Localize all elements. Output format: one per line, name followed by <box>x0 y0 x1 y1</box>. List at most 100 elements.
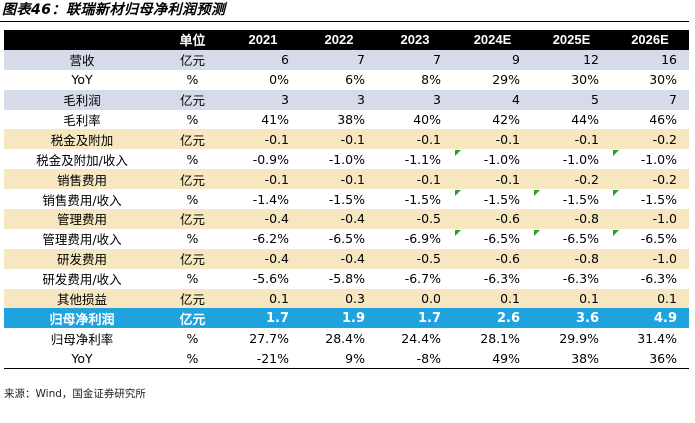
value-text: 6% <box>345 72 365 88</box>
value-cell: -6.5% <box>532 228 611 249</box>
value-text: -0.1 <box>264 131 289 147</box>
value-cell: -1.0% <box>532 149 611 170</box>
value-text: 29% <box>492 72 520 88</box>
value-text: -6.5% <box>640 231 677 247</box>
value-text: -1.1% <box>404 151 441 167</box>
value-text: -0.5 <box>416 251 441 267</box>
value-text: 4 <box>512 92 520 108</box>
row-label: 归母净利率 <box>4 328 160 349</box>
value-text: -6.5% <box>328 231 365 247</box>
value-text: -0.5 <box>416 211 441 227</box>
comment-marker-icon <box>613 229 619 236</box>
value-cell: -0.1 <box>225 129 301 150</box>
value-text: 6 <box>281 52 289 68</box>
table-row: 管理费用/收入% -6.2% -6.5% -6.9% -6.5% -6.5% -6.5% <box>4 228 689 249</box>
row-unit: 亿元 <box>160 169 225 190</box>
value-text: 1.7 <box>417 310 441 326</box>
row-label: 归母净利润 <box>4 308 160 329</box>
value-text: -0.4 <box>340 211 365 227</box>
value-cell: 3 <box>225 89 301 110</box>
value-text: -6.3% <box>562 271 599 287</box>
header-cell: 2025E <box>532 30 611 50</box>
figure-title: 图表46：联瑞新材归母净利润预测 <box>2 2 226 18</box>
value-cell: 4 <box>453 89 532 110</box>
value-text: 30% <box>649 72 677 88</box>
value-text: -0.4 <box>340 251 365 267</box>
value-cell: -0.1 <box>301 129 377 150</box>
value-text: 2.6 <box>496 310 520 326</box>
row-unit: % <box>160 189 225 210</box>
table-row: 研发费用/收入% -5.6% -5.8% -6.7% -6.3% -6.3% -6.3% <box>4 268 689 289</box>
table-row: 归母净利润 亿元 1.7 1.9 1.7 2.6 3.6 4.9 <box>4 308 689 329</box>
table-row: 税金及附加/收入% -0.9% -1.0% -1.1% -1.0% -1.0% -1.0% <box>4 149 689 170</box>
value-text: -1.0% <box>483 151 520 167</box>
value-cell: -6.2% <box>225 228 301 249</box>
value-cell: -1.1% <box>377 149 453 170</box>
header-cell: 2023 <box>377 30 453 50</box>
row-label: 毛利率 <box>4 109 160 130</box>
comment-marker-icon <box>455 190 461 197</box>
value-text: 44% <box>571 112 599 127</box>
row-unit: % <box>160 228 225 249</box>
value-text: -0.8 <box>574 251 599 267</box>
value-cell: 7 <box>611 89 689 110</box>
value-text: -0.1 <box>340 131 365 147</box>
value-cell: 3 <box>377 89 453 110</box>
value-cell: 2.6 <box>453 308 532 329</box>
value-cell: -5.8% <box>301 268 377 289</box>
value-text: 0.1 <box>269 291 289 307</box>
value-cell: 46% <box>611 109 689 130</box>
comment-marker-icon <box>613 150 619 157</box>
value-cell: -0.2 <box>611 169 689 190</box>
value-text: -6.2% <box>252 231 289 247</box>
value-cell: -0.6 <box>453 209 532 229</box>
table-row: 销售费用/收入% -1.4% -1.5% -1.5% -1.5% -1.5% -1.5% <box>4 189 689 210</box>
value-cell: -1.5% <box>611 189 689 210</box>
forecast-table: 单位 2021 2022 2023 2024E 2025E 2026E 营收 亿元… <box>4 30 689 370</box>
value-cell: -1.5% <box>453 189 532 210</box>
header-cell: 单位 <box>160 30 225 50</box>
value-text: 3 <box>281 92 289 108</box>
value-cell: 7 <box>377 49 453 70</box>
value-text: -6.5% <box>483 231 520 247</box>
row-unit: % <box>160 328 225 349</box>
value-text: -1.0% <box>328 151 365 167</box>
value-cell: -1.5% <box>377 189 453 210</box>
value-text: 40% <box>413 112 441 127</box>
row-unit: % <box>160 69 225 90</box>
row-unit: 亿元 <box>160 129 225 150</box>
value-text: -1.4% <box>252 191 289 207</box>
title-divider <box>0 21 689 22</box>
value-cell: 3 <box>301 89 377 110</box>
value-cell: 24.4% <box>377 328 453 349</box>
table-header-row: 单位 2021 2022 2023 2024E 2025E 2026E <box>4 30 689 50</box>
value-text: 7 <box>357 52 365 68</box>
value-text: -0.2 <box>652 171 677 187</box>
value-cell: -0.5 <box>377 248 453 269</box>
value-cell: 9 <box>453 49 532 70</box>
table-row: 税金及附加 亿元 -0.1 -0.1 -0.1 -0.1 -0.1 -0.2 <box>4 129 689 150</box>
value-text: -1.5% <box>640 191 677 207</box>
value-cell: -0.1 <box>377 129 453 150</box>
value-cell: 16 <box>611 49 689 70</box>
value-cell: 38% <box>301 109 377 130</box>
value-text: -0.1 <box>416 171 441 187</box>
value-text: 0.0 <box>421 291 441 307</box>
value-text: 7 <box>669 92 677 108</box>
value-cell: 0.1 <box>611 288 689 309</box>
comment-marker-icon <box>534 229 540 236</box>
value-text: -0.6 <box>495 251 520 267</box>
table-row: YoY% -21% 9% -8% 49% 38% 36% <box>4 348 689 370</box>
value-text: -0.1 <box>495 131 520 147</box>
value-cell: -6.3% <box>453 268 532 289</box>
value-text: -5.6% <box>252 271 289 287</box>
value-cell: 0.1 <box>225 288 301 309</box>
value-cell: -0.1 <box>453 169 532 190</box>
value-text: 0% <box>269 72 289 88</box>
row-unit: % <box>160 149 225 170</box>
value-text: 28.1% <box>480 330 520 346</box>
value-cell: -0.1 <box>532 129 611 150</box>
value-cell: -1.5% <box>301 189 377 210</box>
table-body: 营收 亿元 6 7 7 9 12 16 YoY% 0% 6% 8% 29% 30% 30% 毛利润 亿元 3 3 3 4… <box>4 49 689 370</box>
value-text: -1.0 <box>652 251 677 267</box>
